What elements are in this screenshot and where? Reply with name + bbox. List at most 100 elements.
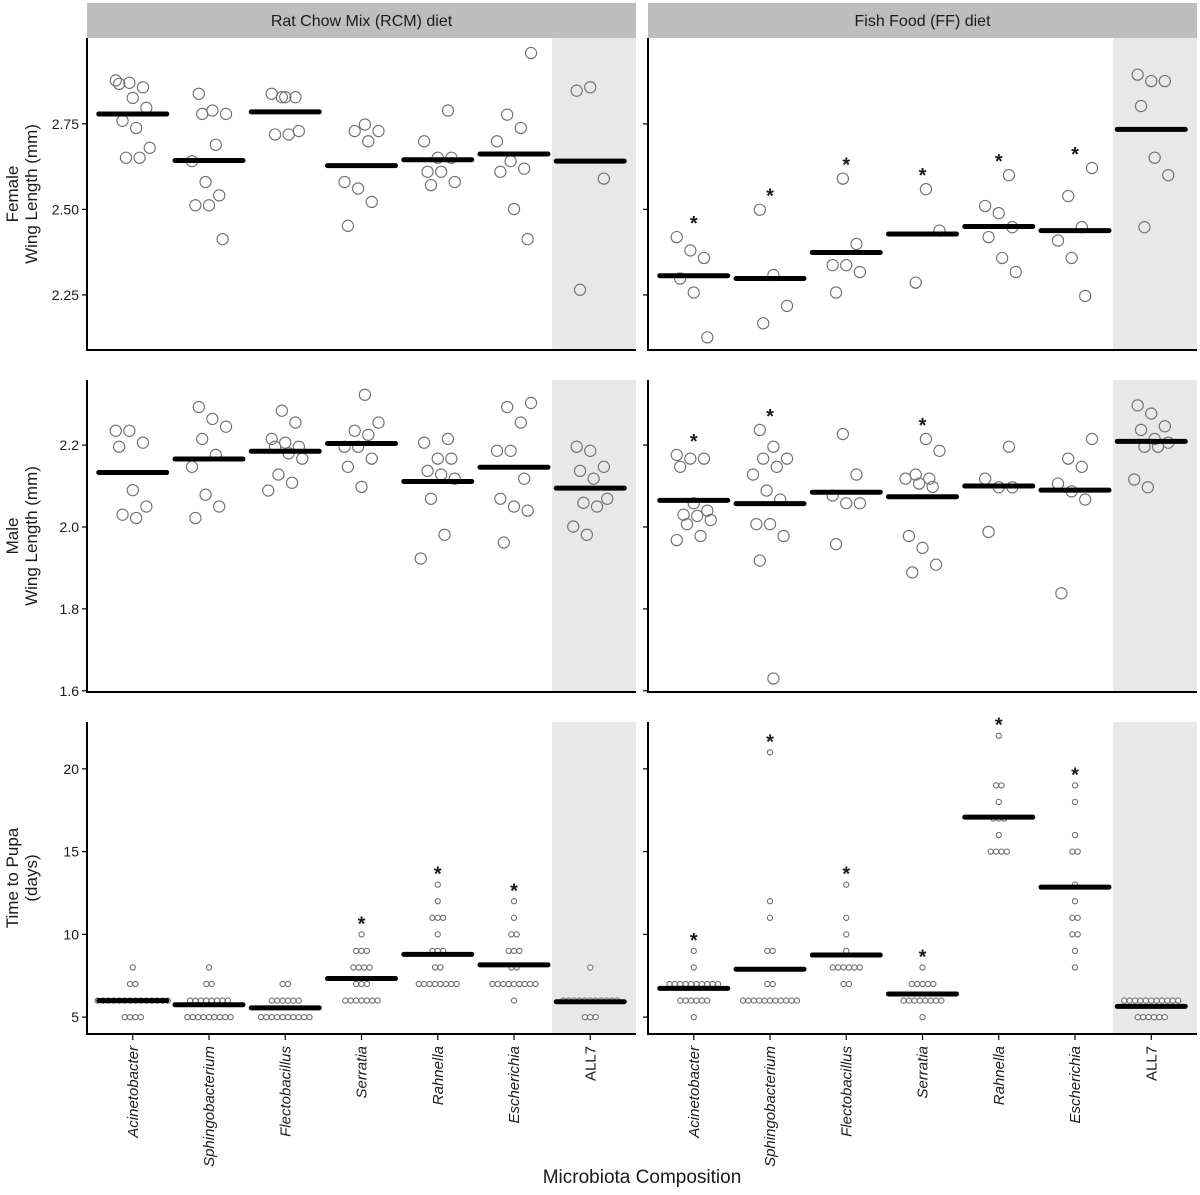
facet-strips: Rat Chow Mix (RCM) diet Fish Food (FF) d… bbox=[87, 3, 1197, 38]
data-point bbox=[1153, 997, 1160, 1004]
y-axis-title-male: MaleWing Length (mm) bbox=[3, 466, 41, 606]
highlight-band-all7 bbox=[1113, 722, 1197, 1034]
data-point bbox=[909, 468, 922, 481]
data-point bbox=[527, 980, 534, 988]
data-point bbox=[912, 477, 926, 490]
data-point bbox=[757, 317, 770, 330]
data-point bbox=[933, 444, 946, 457]
data-point bbox=[510, 980, 518, 988]
data-point bbox=[905, 997, 913, 1004]
data-point bbox=[189, 199, 202, 212]
data-point bbox=[421, 464, 434, 478]
data-point bbox=[1141, 481, 1154, 494]
data-point bbox=[1148, 997, 1155, 1004]
data-point bbox=[1051, 234, 1065, 247]
data-point bbox=[352, 997, 360, 1004]
data-point bbox=[355, 480, 368, 494]
data-point bbox=[216, 233, 229, 246]
data-point bbox=[351, 182, 365, 195]
x-tick-label-acinetobacter: Acinetobacter bbox=[686, 1045, 703, 1139]
data-point bbox=[909, 276, 922, 289]
data-point bbox=[996, 251, 1009, 265]
data-point bbox=[697, 251, 711, 265]
data-point bbox=[123, 76, 136, 89]
y-axis-title-line: Wing Length (mm) bbox=[22, 124, 41, 264]
group-serratia: * bbox=[886, 165, 959, 289]
group-serratia bbox=[325, 388, 398, 494]
x-tick-label-rahnella: Rahnella bbox=[430, 1046, 447, 1105]
data-point bbox=[761, 997, 768, 1004]
x-tick-label-acinetobacter: Acinetobacter bbox=[125, 1045, 142, 1139]
panel-time-ff: Acinetobacter Sphingobacterium Flectobacil… bbox=[643, 715, 1197, 1167]
data-point bbox=[219, 420, 233, 433]
data-point bbox=[358, 980, 365, 988]
data-point bbox=[185, 460, 199, 473]
data-point bbox=[766, 997, 774, 1004]
data-point bbox=[601, 492, 614, 505]
group-all7 bbox=[1114, 68, 1188, 234]
group-rahnella: * bbox=[401, 864, 475, 988]
data-point bbox=[109, 424, 122, 437]
data-point bbox=[501, 400, 514, 414]
data-point bbox=[1158, 997, 1166, 1004]
data-point bbox=[516, 980, 523, 988]
data-point bbox=[581, 1013, 588, 1021]
data-point bbox=[1069, 848, 1076, 855]
data-point bbox=[209, 138, 222, 151]
data-point bbox=[1079, 289, 1092, 303]
data-point bbox=[437, 964, 444, 971]
significance-star: * bbox=[434, 864, 442, 886]
x-tick-label-sphingobacterium: Sphingobacterium bbox=[762, 1046, 779, 1167]
data-point bbox=[366, 964, 373, 971]
data-point bbox=[1169, 997, 1176, 1004]
data-point bbox=[489, 980, 496, 988]
data-point bbox=[431, 964, 439, 971]
data-point bbox=[203, 980, 210, 988]
data-point bbox=[262, 484, 275, 497]
data-point bbox=[348, 124, 361, 138]
data-point bbox=[753, 423, 766, 437]
data-point bbox=[200, 1013, 207, 1021]
data-point bbox=[687, 997, 695, 1004]
group-acinetobacter bbox=[96, 424, 170, 525]
y-tick-label: 2.50 bbox=[52, 201, 79, 217]
data-point bbox=[691, 509, 704, 523]
group-sphingobacterium bbox=[172, 964, 246, 1021]
data-point bbox=[835, 964, 842, 971]
data-point bbox=[1131, 68, 1144, 81]
data-point bbox=[434, 468, 448, 481]
data-point bbox=[448, 175, 461, 189]
data-point bbox=[279, 980, 286, 988]
group-flectobacillus bbox=[248, 87, 322, 141]
data-point bbox=[358, 388, 372, 401]
data-point bbox=[840, 259, 853, 272]
strip-rcm-label: Rat Chow Mix (RCM) diet bbox=[271, 13, 453, 30]
data-point bbox=[505, 980, 512, 988]
data-point bbox=[284, 997, 292, 1004]
data-point bbox=[938, 997, 945, 1004]
data-point bbox=[279, 997, 286, 1004]
data-point bbox=[783, 997, 790, 1004]
data-point bbox=[769, 980, 776, 988]
group-rahnella bbox=[401, 432, 475, 565]
data-point bbox=[438, 528, 451, 541]
group-acinetobacter bbox=[94, 964, 171, 1021]
data-point bbox=[929, 558, 943, 571]
data-point bbox=[1158, 74, 1171, 88]
data-point bbox=[265, 432, 278, 446]
y-axis-title-line: Time to Pupa bbox=[3, 827, 22, 928]
data-point bbox=[850, 237, 863, 251]
data-point bbox=[845, 980, 853, 988]
data-point bbox=[992, 848, 1000, 855]
data-point bbox=[268, 997, 275, 1004]
highlight-band-all7 bbox=[552, 722, 636, 1034]
strip-ff-background bbox=[648, 3, 1197, 38]
data-point bbox=[426, 980, 433, 988]
data-point bbox=[1142, 997, 1149, 1004]
data-point bbox=[358, 118, 372, 131]
data-point bbox=[767, 440, 780, 453]
data-point bbox=[677, 997, 684, 1004]
data-point bbox=[780, 299, 794, 313]
data-point bbox=[850, 468, 863, 481]
